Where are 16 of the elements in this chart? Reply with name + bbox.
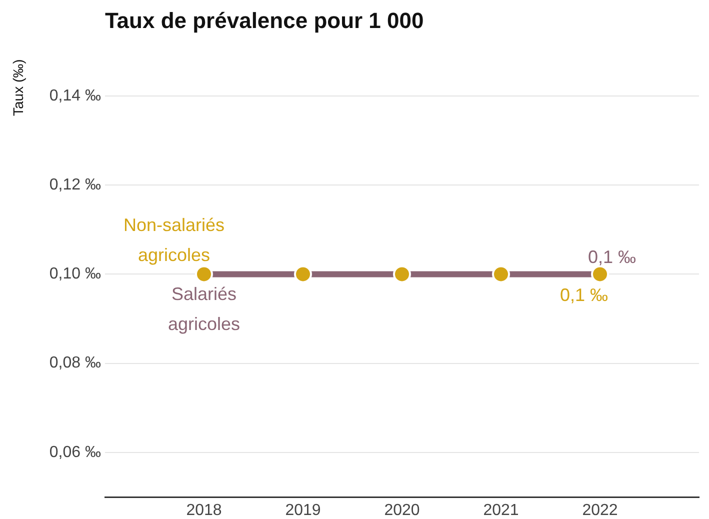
series-label: Salariés agricoles (168, 284, 240, 334)
x-tick-label: 2021 (483, 502, 519, 519)
x-tick-label: 2020 (384, 502, 420, 519)
chart-title: Taux de prévalence pour 1 000 (105, 8, 424, 34)
data-label: 0,1 ‰ (588, 247, 636, 268)
data-label: 0,1 ‰ (560, 285, 608, 306)
y-tick-label: 0,10 ‰ (49, 266, 101, 283)
y-tick-label: 0,08 ‰ (49, 354, 101, 372)
x-tick-label: 2018 (186, 502, 222, 519)
y-tick-label: 0,06 ‰ (49, 444, 101, 461)
x-tick-label: 2019 (285, 502, 321, 519)
series-label: Non-salariés agricoles (123, 215, 225, 266)
y-axis-title: Taux (‰) (10, 59, 26, 116)
y-tick-label: 0,12 ‰ (49, 176, 101, 194)
y-tick-label: 0,14 ‰ (49, 87, 101, 104)
x-tick-label: 2022 (582, 502, 618, 519)
